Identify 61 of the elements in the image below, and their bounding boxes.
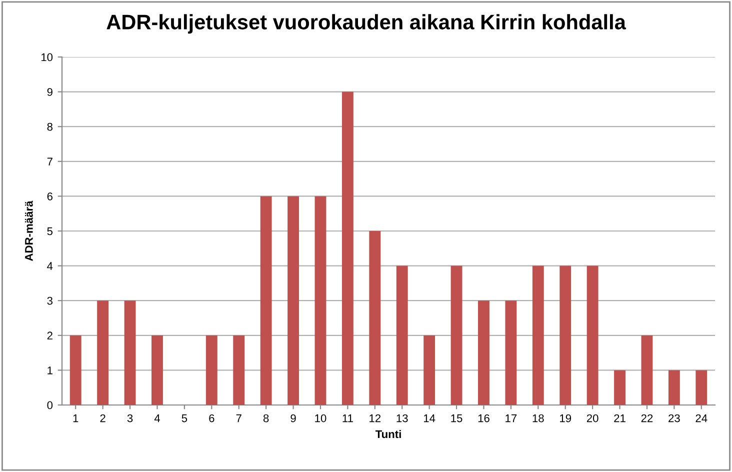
bar xyxy=(70,335,82,405)
bar xyxy=(478,300,490,405)
x-tick-label: 16 xyxy=(478,414,490,422)
x-tick-label: 10 xyxy=(315,414,326,422)
bar xyxy=(369,231,381,405)
bar xyxy=(124,300,136,405)
chart-title: ADR-kuljetukset vuorokauden aikana Kirrin kohdalla xyxy=(106,14,626,34)
bar xyxy=(97,300,109,405)
y-tick-label: 3 xyxy=(47,296,52,305)
bar xyxy=(396,266,408,405)
bar xyxy=(314,196,326,405)
x-tick-label: 22 xyxy=(641,414,653,422)
x-tick-label: 1 xyxy=(73,414,78,422)
bar xyxy=(260,196,272,405)
y-tick-label: 5 xyxy=(47,227,53,236)
x-tick-label: 6 xyxy=(209,414,214,422)
x-tick-label: 5 xyxy=(182,414,188,422)
bar xyxy=(206,335,218,405)
y-tick-label: 10 xyxy=(41,53,53,62)
bar xyxy=(586,266,598,405)
y-tick-label: 9 xyxy=(47,88,52,96)
bar xyxy=(532,266,544,405)
bar xyxy=(641,335,653,405)
x-tick-label: 13 xyxy=(396,414,408,422)
x-tick-label: 19 xyxy=(560,414,572,422)
x-tick-label: 3 xyxy=(127,414,133,422)
y-tick-label: 4 xyxy=(47,262,53,270)
x-tick-label: 20 xyxy=(586,414,598,422)
y-tick-label: 7 xyxy=(47,158,52,166)
x-tick-label: 15 xyxy=(451,414,462,422)
x-tick-label: 23 xyxy=(668,414,680,422)
y-tick-label: 2 xyxy=(47,332,52,340)
bar xyxy=(614,370,626,405)
x-tick-label: 8 xyxy=(263,414,269,422)
y-tick-label: 0 xyxy=(47,401,53,410)
bar xyxy=(152,335,163,405)
y-tick-label: 1 xyxy=(48,366,52,374)
x-tick-label: 9 xyxy=(290,414,296,422)
bar xyxy=(560,266,572,405)
bar xyxy=(288,196,299,405)
x-tick-label: 11 xyxy=(342,414,353,422)
bar xyxy=(424,335,436,405)
x-axis-title: Tunti xyxy=(375,430,401,438)
x-tick-label: 17 xyxy=(506,414,517,422)
x-tick-label: 12 xyxy=(370,414,381,422)
bar xyxy=(505,300,517,405)
y-tick-label: 8 xyxy=(47,122,52,131)
y-tick-label: 6 xyxy=(47,192,52,200)
x-tick-label: 7 xyxy=(236,414,242,422)
x-tick-label: 4 xyxy=(154,414,160,422)
x-tick-label: 2 xyxy=(100,414,106,422)
x-tick-label: 24 xyxy=(696,414,708,422)
bar xyxy=(233,335,245,405)
bar xyxy=(696,370,708,405)
bar xyxy=(342,92,354,405)
bar xyxy=(450,266,462,405)
x-tick-label: 18 xyxy=(532,414,544,422)
bar xyxy=(668,370,680,405)
x-tick-label: 21 xyxy=(614,414,626,422)
x-tick-label: 14 xyxy=(424,414,436,422)
y-axis-title: ADR-määrä xyxy=(25,200,33,261)
